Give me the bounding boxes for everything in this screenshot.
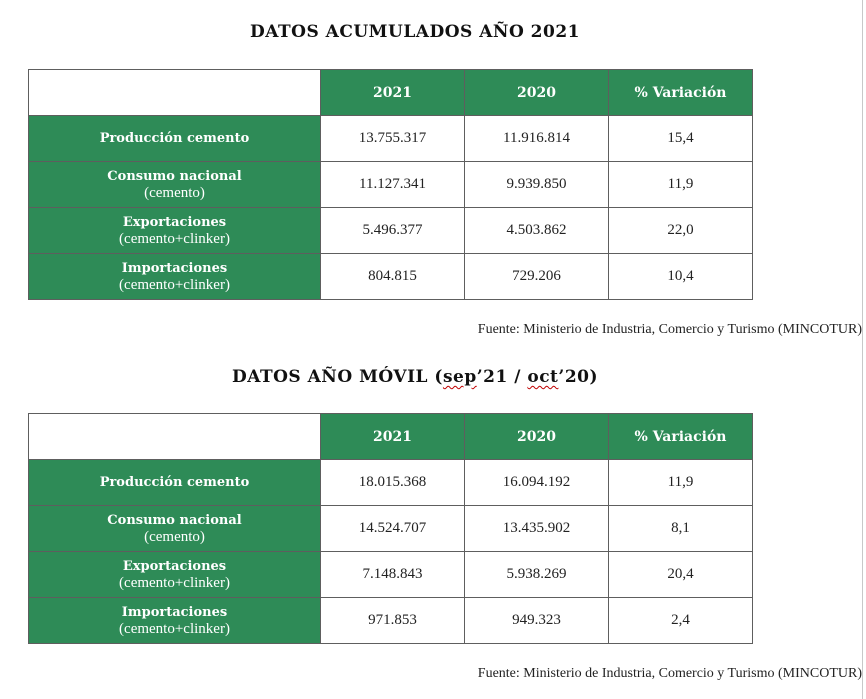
table2-title-part: oct — [527, 367, 559, 387]
row-label: Consumo nacional (cemento) — [28, 161, 321, 208]
cell-2020: 11.916.814 — [464, 115, 609, 162]
cell-2020: 16.094.192 — [464, 459, 609, 506]
table1-title: DATOS ACUMULADOS AÑO 2021 — [0, 22, 830, 42]
row-label: Producción cemento — [28, 459, 321, 506]
row-label: Importaciones (cemento+clinker) — [28, 597, 321, 644]
cell-2020: 949.323 — [464, 597, 609, 644]
table1-header-variacion: % Variación — [608, 69, 753, 116]
cell-variacion: 10,4 — [608, 253, 753, 300]
row-label: Consumo nacional (cemento) — [28, 505, 321, 552]
row-label-sub: (cemento+clinker) — [119, 620, 230, 637]
cell-2021: 7.148.843 — [320, 551, 465, 598]
table2-header-2020: 2020 — [464, 413, 609, 460]
table-row: Consumo nacional (cemento) 11.127.341 9.… — [28, 161, 753, 208]
cell-variacion: 8,1 — [608, 505, 753, 552]
cell-variacion: 11,9 — [608, 161, 753, 208]
table1: 2021 2020 % Variación Producción cemento… — [28, 69, 753, 300]
table2-title: DATOS AÑO MÓVIL (sep’21 / oct’20) — [0, 367, 830, 387]
table1-header-2020: 2020 — [464, 69, 609, 116]
table-row: Producción cemento 18.015.368 16.094.192… — [28, 459, 753, 506]
table1-title-text: DATOS ACUMULADOS AÑO 2021 — [249, 22, 580, 42]
cell-variacion: 11,9 — [608, 459, 753, 506]
table2-source: Fuente: Ministerio de Industria, Comerci… — [477, 666, 862, 681]
table-row: Exportaciones (cemento+clinker) 7.148.84… — [28, 551, 753, 598]
row-label-main: Exportaciones — [122, 558, 227, 574]
table-row: Importaciones (cemento+clinker) 971.853 … — [28, 597, 753, 644]
cell-variacion: 22,0 — [608, 207, 753, 254]
page-edge-line — [862, 0, 863, 699]
row-label-main: Importaciones — [121, 604, 228, 620]
cell-2021: 971.853 — [320, 597, 465, 644]
row-label-sub: (cemento+clinker) — [119, 230, 230, 247]
row-label-sub: (cemento) — [144, 528, 205, 545]
table2-header-variacion: % Variación — [608, 413, 753, 460]
table2-header-2021: 2021 — [320, 413, 465, 460]
row-label-main: Consumo nacional — [107, 512, 242, 528]
row-label: Importaciones (cemento+clinker) — [28, 253, 321, 300]
table2-title-part: DATOS AÑO MÓVIL ( — [231, 367, 443, 387]
cell-2021: 804.815 — [320, 253, 465, 300]
table1-header-2021: 2021 — [320, 69, 465, 116]
table1-source: Fuente: Ministerio de Industria, Comerci… — [477, 322, 862, 337]
table2-title-part: ’20) — [558, 367, 599, 387]
cell-2020: 9.939.850 — [464, 161, 609, 208]
cell-2020: 729.206 — [464, 253, 609, 300]
table2-header-row: 2021 2020 % Variación — [28, 413, 753, 460]
cell-2021: 14.524.707 — [320, 505, 465, 552]
cell-2021: 5.496.377 — [320, 207, 465, 254]
cell-2021: 11.127.341 — [320, 161, 465, 208]
cell-2020: 4.503.862 — [464, 207, 609, 254]
cell-2021: 18.015.368 — [320, 459, 465, 506]
table2-title-part: ’21 / — [476, 367, 528, 387]
cell-2020: 13.435.902 — [464, 505, 609, 552]
cell-2020: 5.938.269 — [464, 551, 609, 598]
cell-2021: 13.755.317 — [320, 115, 465, 162]
table-row: Importaciones (cemento+clinker) 804.815 … — [28, 253, 753, 300]
cell-variacion: 20,4 — [608, 551, 753, 598]
table-row: Consumo nacional (cemento) 14.524.707 13… — [28, 505, 753, 552]
row-label-sub: (cemento) — [144, 184, 205, 201]
table2-corner-cell — [28, 413, 321, 460]
row-label-sub: (cemento+clinker) — [119, 574, 230, 591]
table-row: Producción cemento 13.755.317 11.916.814… — [28, 115, 753, 162]
row-label: Exportaciones (cemento+clinker) — [28, 551, 321, 598]
table-row: Exportaciones (cemento+clinker) 5.496.37… — [28, 207, 753, 254]
table1-corner-cell — [28, 69, 321, 116]
table1-header-row: 2021 2020 % Variación — [28, 69, 753, 116]
cell-variacion: 15,4 — [608, 115, 753, 162]
row-label-sub: (cemento+clinker) — [119, 276, 230, 293]
row-label-main: Producción cemento — [99, 131, 250, 146]
table2-title-part: sep — [442, 367, 477, 387]
row-label-main: Importaciones — [121, 260, 228, 276]
row-label-main: Producción cemento — [99, 475, 250, 490]
row-label: Exportaciones (cemento+clinker) — [28, 207, 321, 254]
row-label-main: Exportaciones — [122, 214, 227, 230]
row-label: Producción cemento — [28, 115, 321, 162]
table2: 2021 2020 % Variación Producción cemento… — [28, 413, 753, 644]
row-label-main: Consumo nacional — [107, 168, 242, 184]
cell-variacion: 2,4 — [608, 597, 753, 644]
